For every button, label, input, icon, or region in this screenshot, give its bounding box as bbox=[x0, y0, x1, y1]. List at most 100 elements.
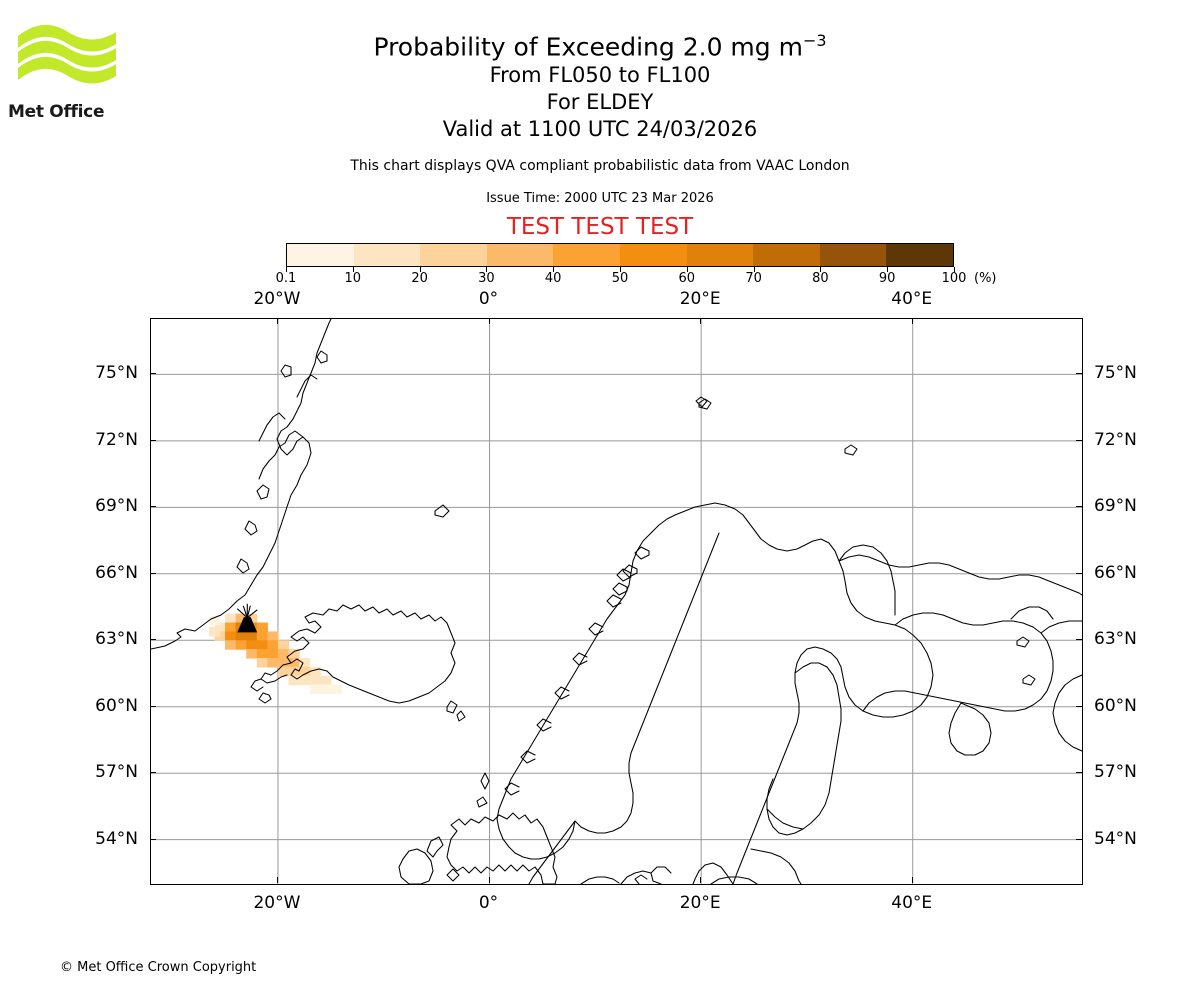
colorbar-tick bbox=[620, 267, 621, 272]
colorbar-band-7 bbox=[753, 244, 820, 266]
colorbar-band-0 bbox=[287, 244, 354, 266]
axis-tick-lon bbox=[911, 318, 913, 324]
axis-tick-lat bbox=[150, 838, 156, 840]
lat-label-left: 60°N bbox=[95, 695, 138, 716]
lon-label-top: 0° bbox=[478, 289, 499, 309]
probability-cell bbox=[309, 675, 321, 686]
colorbar-band-5 bbox=[619, 244, 687, 266]
qva-note: This chart displays QVA compliant probab… bbox=[350, 158, 850, 174]
probability-cell bbox=[288, 666, 300, 677]
volcano-icon bbox=[237, 617, 258, 633]
lat-label-right: 69°N bbox=[1094, 496, 1137, 517]
probability-cell bbox=[225, 622, 237, 633]
test-banner: TEST TEST TEST bbox=[506, 214, 694, 240]
chart-title: Probability of Exceeding 2.0 mg m−3 bbox=[0, 26, 1200, 62]
lat-label-right: 75°N bbox=[1094, 363, 1137, 384]
colorbar-unit-label: (%) bbox=[974, 271, 997, 286]
probability-cell bbox=[277, 640, 290, 650]
axis-tick-lat bbox=[150, 772, 156, 774]
probability-cell bbox=[267, 631, 279, 641]
valid-time-subtitle: Valid at 1100 UTC 24/03/2026 bbox=[442, 117, 758, 141]
colorbar-band-4 bbox=[553, 244, 620, 266]
colorbar-tick-label: 10 bbox=[344, 271, 362, 286]
probability-cell bbox=[288, 675, 300, 686]
colorbar-tick-label: 40 bbox=[544, 271, 562, 286]
lat-label-right: 66°N bbox=[1094, 562, 1137, 583]
probability-cell bbox=[320, 684, 332, 695]
lat-label-left: 75°N bbox=[95, 363, 138, 384]
map-gridlines bbox=[151, 319, 1082, 884]
probability-cell bbox=[256, 658, 268, 668]
probability-cell bbox=[256, 622, 268, 633]
volcano-plume-ray bbox=[246, 609, 258, 619]
axis-tick-lat bbox=[1076, 439, 1082, 441]
probability-cell bbox=[256, 631, 268, 641]
axis-tick-lat bbox=[150, 439, 156, 441]
colorbar-band-1 bbox=[353, 244, 421, 266]
probability-cell bbox=[299, 658, 311, 668]
map-plot-area[interactable] bbox=[150, 318, 1083, 885]
probability-cell bbox=[209, 615, 221, 626]
lat-label-left: 57°N bbox=[95, 762, 138, 783]
probability-cell bbox=[225, 640, 237, 650]
lon-label-bottom: 40°E bbox=[891, 893, 933, 913]
colorbar-tick bbox=[686, 267, 688, 272]
probability-cell bbox=[246, 631, 258, 641]
colorbar-tick bbox=[820, 267, 822, 272]
colorbar-tick bbox=[954, 267, 955, 272]
probability-cell bbox=[320, 675, 332, 686]
colorbar-tick bbox=[419, 267, 421, 272]
ash-probability-field bbox=[209, 613, 343, 695]
probability-cell bbox=[209, 626, 221, 637]
lon-label-bottom: 0° bbox=[478, 893, 499, 913]
colorbar-tick bbox=[486, 267, 488, 272]
probability-cell bbox=[330, 684, 343, 695]
met-office-wave-mark bbox=[18, 24, 116, 84]
lat-label-left: 63°N bbox=[95, 629, 138, 650]
lon-label-bottom: 20°E bbox=[679, 893, 721, 913]
colorbar-bands bbox=[286, 243, 954, 267]
map-canvas bbox=[151, 319, 1082, 884]
lat-label-left: 54°N bbox=[95, 828, 138, 849]
lat-label-right: 60°N bbox=[1094, 695, 1137, 716]
axis-tick-lat bbox=[150, 639, 156, 641]
lat-label-left: 66°N bbox=[95, 562, 138, 583]
colorbar-tick bbox=[553, 267, 555, 272]
colorbar-tick bbox=[887, 267, 889, 272]
probability-cell bbox=[277, 649, 290, 659]
colorbar-tick-label: 80 bbox=[812, 271, 829, 286]
axis-tick-lon bbox=[911, 877, 913, 883]
colorbar-band-3 bbox=[486, 244, 554, 266]
colorbar-tick-labels: 0.1 10 20 30 40 50 60 70 80 90 100 bbox=[276, 271, 967, 289]
axis-tick-lon bbox=[700, 877, 702, 883]
axis-tick-lat bbox=[150, 572, 156, 574]
axis-tick-lat bbox=[1076, 838, 1082, 840]
colorbar-band-9 bbox=[886, 244, 953, 266]
colorbar-tick-label: 0.1 bbox=[275, 271, 297, 286]
colorbar-tick bbox=[753, 267, 755, 272]
colorbar-tick-label: 50 bbox=[611, 271, 629, 286]
probability-cell bbox=[267, 658, 279, 668]
lon-label-top: 20°W bbox=[253, 289, 301, 309]
axis-tick-lat bbox=[150, 373, 156, 375]
probability-cell bbox=[256, 640, 268, 650]
volcano-plume-ray bbox=[236, 608, 248, 619]
probability-cell bbox=[225, 631, 237, 641]
colorbar-ticks bbox=[286, 267, 955, 275]
met-office-logo: Met Office bbox=[8, 18, 126, 122]
colorbar-tick-label: 70 bbox=[745, 271, 762, 286]
colorbar-band-8 bbox=[819, 244, 887, 266]
colorbar-tick-label: 20 bbox=[411, 271, 428, 286]
probability-cell bbox=[277, 666, 290, 677]
lat-label-right: 54°N bbox=[1094, 828, 1137, 849]
axis-tick-lat bbox=[150, 705, 156, 707]
axis-tick-lon bbox=[488, 318, 490, 324]
volcano-source-marker bbox=[236, 603, 258, 633]
axis-tick-lat bbox=[1076, 572, 1082, 574]
probability-cell bbox=[225, 613, 237, 624]
axis-tick-lat bbox=[1076, 705, 1082, 707]
colorbar-tick-label: 30 bbox=[478, 271, 495, 286]
probability-cell bbox=[235, 631, 247, 641]
axis-tick-lat bbox=[1076, 506, 1082, 508]
probability-colorbar: 0.1 10 20 30 40 50 60 70 80 90 100 bbox=[276, 243, 966, 286]
